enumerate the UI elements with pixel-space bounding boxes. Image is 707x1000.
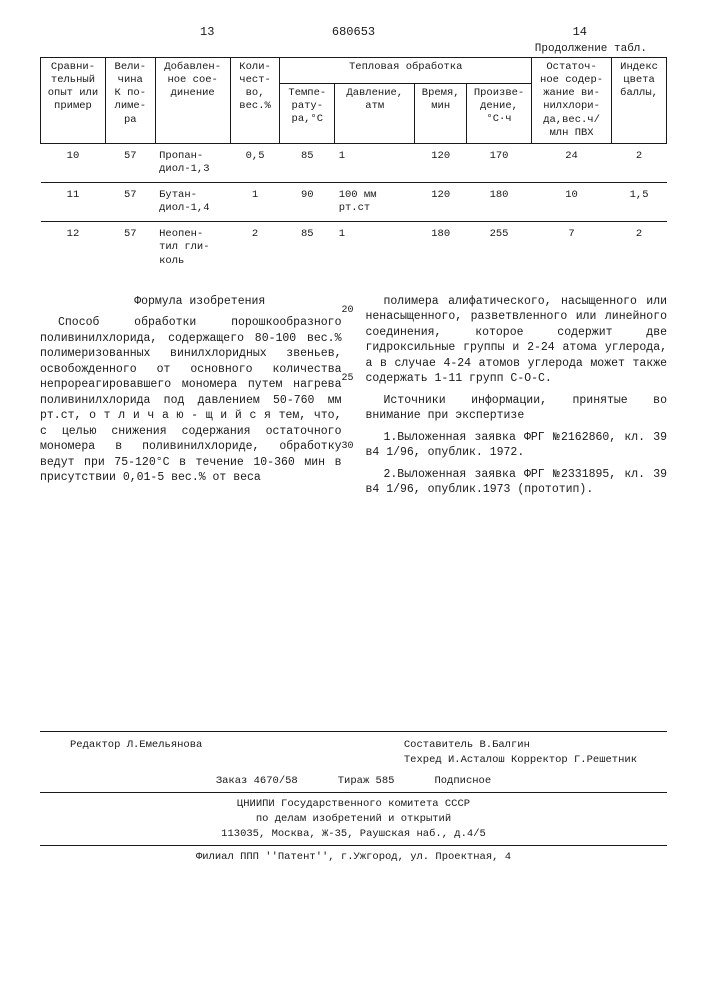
th-k: Вели-чинаК по-лиме-ра — [105, 58, 155, 144]
claim-paragraph: Способ обработки порошкообразного поливи… — [40, 315, 342, 486]
col-num-left: 13 — [200, 25, 214, 39]
th-qty: Коли-чест-во,вес.% — [230, 58, 280, 144]
table-continuation-label: Продолжение табл. — [40, 43, 647, 55]
tirage: Тираж 585 — [338, 774, 395, 789]
techred: Техред И.Асталош Корректор Г.Решетник — [404, 753, 637, 768]
org-line2: по делам изобретений и открытий — [40, 812, 667, 827]
th-temp: Темпе-рату-ра,°С — [280, 83, 335, 143]
line-number: 20 — [341, 304, 353, 318]
th-time: Время,мин — [415, 83, 467, 143]
th-residual: Остаточ-ное содер-жание ви-нилхлори-да,в… — [531, 58, 611, 144]
claim-continuation: полимера алифатического, насыщенного или… — [366, 294, 668, 387]
compiler: Составитель В.Балгин — [404, 738, 637, 753]
formula-title: Формула изобретения — [40, 294, 342, 310]
th-additive: Добавлен-ное сое-динение — [155, 58, 230, 144]
org-line1: ЦНИИПИ Государственного комитета СССР — [40, 797, 667, 812]
right-column: полимера алифатического, насыщенного или… — [366, 294, 668, 504]
source-1: 1.Выложенная заявка ФРГ №2162860, кл. 39… — [366, 430, 668, 461]
th-example: Сравни-тельныйопыт илипример — [41, 58, 106, 144]
table-row: 12 57 Неопен-тил гли-коль 2 85 1 180 255… — [41, 222, 667, 274]
table-row: 10 57 Пропан-диол-1,3 0,5 85 1 120 170 2… — [41, 143, 667, 182]
table-row: 11 57 Бутан-диол-1,4 1 90 100 мм рт.ст 1… — [41, 183, 667, 222]
th-thermal: Тепловая обработка — [280, 58, 532, 84]
line-number: 25 — [341, 372, 353, 386]
order-number: Заказ 4670/58 — [216, 774, 298, 789]
body-text: Формула изобретения Способ обработки пор… — [40, 294, 667, 504]
col-num-right: 14 — [573, 25, 587, 39]
patent-number: 680653 — [332, 25, 375, 39]
th-pressure: Давление,атм — [335, 83, 415, 143]
address: 113035, Москва, Ж-35, Раушская наб., д.4… — [40, 827, 667, 847]
sources-title: Источники информации, принятые во вниман… — [366, 393, 668, 424]
data-table: Сравни-тельныйопыт илипример Вели-чинаК … — [40, 57, 667, 274]
line-number: 30 — [341, 440, 353, 454]
source-2: 2.Выложенная заявка ФРГ №2331895, кл. 39… — [366, 467, 668, 498]
th-color: Индексцветабаллы, — [612, 58, 667, 144]
th-product: Произве-дение,°С·ч — [467, 83, 532, 143]
branch: Филиал ППП ''Патент'', г.Ужгород, ул. Пр… — [40, 850, 667, 865]
page-header: 13 680653 14 — [40, 25, 667, 39]
footer: Редактор Л.Емельянова Составитель В.Балг… — [40, 731, 667, 865]
sign: Подписное — [434, 774, 491, 789]
left-column: Формула изобретения Способ обработки пор… — [40, 294, 342, 504]
table-body: 10 57 Пропан-диол-1,3 0,5 85 1 120 170 2… — [41, 143, 667, 273]
editor: Редактор Л.Емельянова — [70, 738, 202, 767]
